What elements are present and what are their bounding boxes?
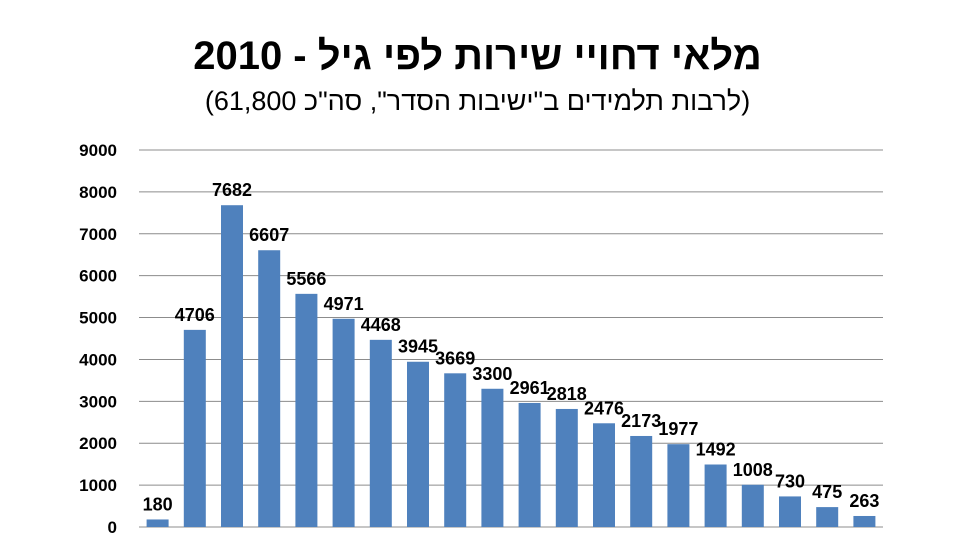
bar bbox=[741, 484, 764, 527]
bar bbox=[407, 361, 429, 527]
data-label: 3945 bbox=[398, 337, 438, 357]
bar bbox=[146, 519, 169, 527]
data-labels: 1804706768266075566497144683945366933002… bbox=[143, 180, 880, 514]
bar bbox=[369, 339, 392, 527]
bar bbox=[630, 435, 653, 527]
data-label: 2476 bbox=[584, 398, 624, 418]
data-label: 263 bbox=[849, 491, 879, 511]
y-tick-label: 3000 bbox=[79, 392, 117, 411]
data-label: 1008 bbox=[733, 460, 773, 480]
bar bbox=[444, 373, 467, 527]
y-tick-label: 4000 bbox=[79, 350, 117, 369]
y-tick-label: 6000 bbox=[79, 267, 117, 286]
bar bbox=[593, 423, 615, 527]
data-label: 4468 bbox=[361, 315, 401, 335]
data-label: 1977 bbox=[658, 419, 698, 439]
bar bbox=[295, 293, 318, 527]
bar bbox=[332, 318, 355, 527]
data-label: 1492 bbox=[696, 440, 736, 460]
data-label: 4971 bbox=[324, 294, 364, 314]
y-tick-label: 2000 bbox=[79, 434, 117, 453]
data-label: 3669 bbox=[435, 348, 475, 368]
bar bbox=[779, 496, 801, 527]
data-label: 3300 bbox=[472, 364, 512, 384]
data-label: 2961 bbox=[510, 378, 550, 398]
data-label: 6607 bbox=[249, 225, 289, 245]
bar bbox=[667, 444, 690, 527]
data-label: 730 bbox=[775, 471, 805, 491]
data-label: 7682 bbox=[212, 180, 252, 200]
y-tick-label: 1000 bbox=[79, 476, 117, 495]
y-tick-label: 9000 bbox=[79, 141, 117, 160]
bar bbox=[555, 408, 578, 527]
bar bbox=[704, 464, 727, 527]
bars bbox=[146, 205, 876, 528]
y-tick-label: 8000 bbox=[79, 183, 117, 202]
y-tick-label: 7000 bbox=[79, 225, 117, 244]
bar bbox=[183, 329, 206, 527]
data-label: 2818 bbox=[547, 384, 587, 404]
data-label: 475 bbox=[812, 482, 842, 502]
bar bbox=[258, 250, 281, 527]
bar bbox=[481, 388, 504, 527]
bar bbox=[853, 515, 876, 527]
y-tick-label: 0 bbox=[108, 518, 117, 536]
data-label: 180 bbox=[143, 494, 173, 514]
y-axis-ticks: 0 1000 2000 3000 4000 5000 6000 7000 8000 9000 bbox=[79, 141, 117, 536]
bar bbox=[816, 507, 839, 527]
y-tick-label: 5000 bbox=[79, 309, 117, 328]
chart-title: מלאי דחויי שירות לפי גיל - 2010 bbox=[193, 34, 762, 78]
bar bbox=[518, 402, 541, 527]
data-label: 2173 bbox=[621, 411, 661, 431]
data-label: 5566 bbox=[286, 269, 326, 289]
bar bbox=[221, 205, 243, 528]
data-label: 4706 bbox=[175, 305, 215, 325]
chart-subtitle: (לרבות תלמידים ב"ישיבות הסדר", סה"כ 61,8… bbox=[204, 86, 751, 116]
